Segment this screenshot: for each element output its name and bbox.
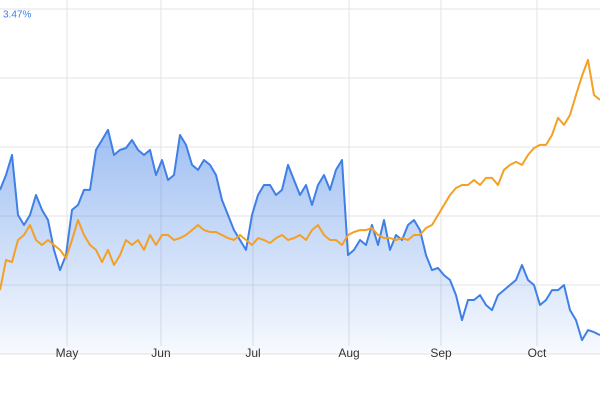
area xyxy=(0,129,600,354)
x-tick-label: Aug xyxy=(338,346,359,360)
plot xyxy=(0,58,600,354)
x-tick-label: Jul xyxy=(245,346,260,360)
x-tick-label: Oct xyxy=(528,346,547,360)
x-tick-label: Sep xyxy=(430,346,452,360)
x-tick-label: May xyxy=(56,346,79,360)
line xyxy=(0,128,600,342)
line xyxy=(0,58,600,291)
annotation: 3.47% xyxy=(3,10,31,21)
x-tick-label: Jun xyxy=(151,346,170,360)
